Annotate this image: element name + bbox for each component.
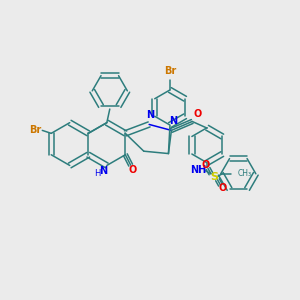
Text: CH₃: CH₃ bbox=[237, 169, 251, 178]
Text: N: N bbox=[99, 166, 107, 176]
Text: O: O bbox=[202, 160, 210, 170]
Text: H: H bbox=[94, 169, 101, 178]
Text: O: O bbox=[128, 165, 136, 175]
Text: N: N bbox=[169, 116, 177, 126]
Text: O: O bbox=[219, 183, 227, 193]
Text: Br: Br bbox=[29, 125, 41, 135]
Text: NH: NH bbox=[190, 165, 206, 175]
Text: N: N bbox=[146, 110, 154, 120]
Text: Br: Br bbox=[164, 66, 176, 76]
Text: O: O bbox=[194, 109, 202, 119]
Text: S: S bbox=[211, 172, 218, 182]
